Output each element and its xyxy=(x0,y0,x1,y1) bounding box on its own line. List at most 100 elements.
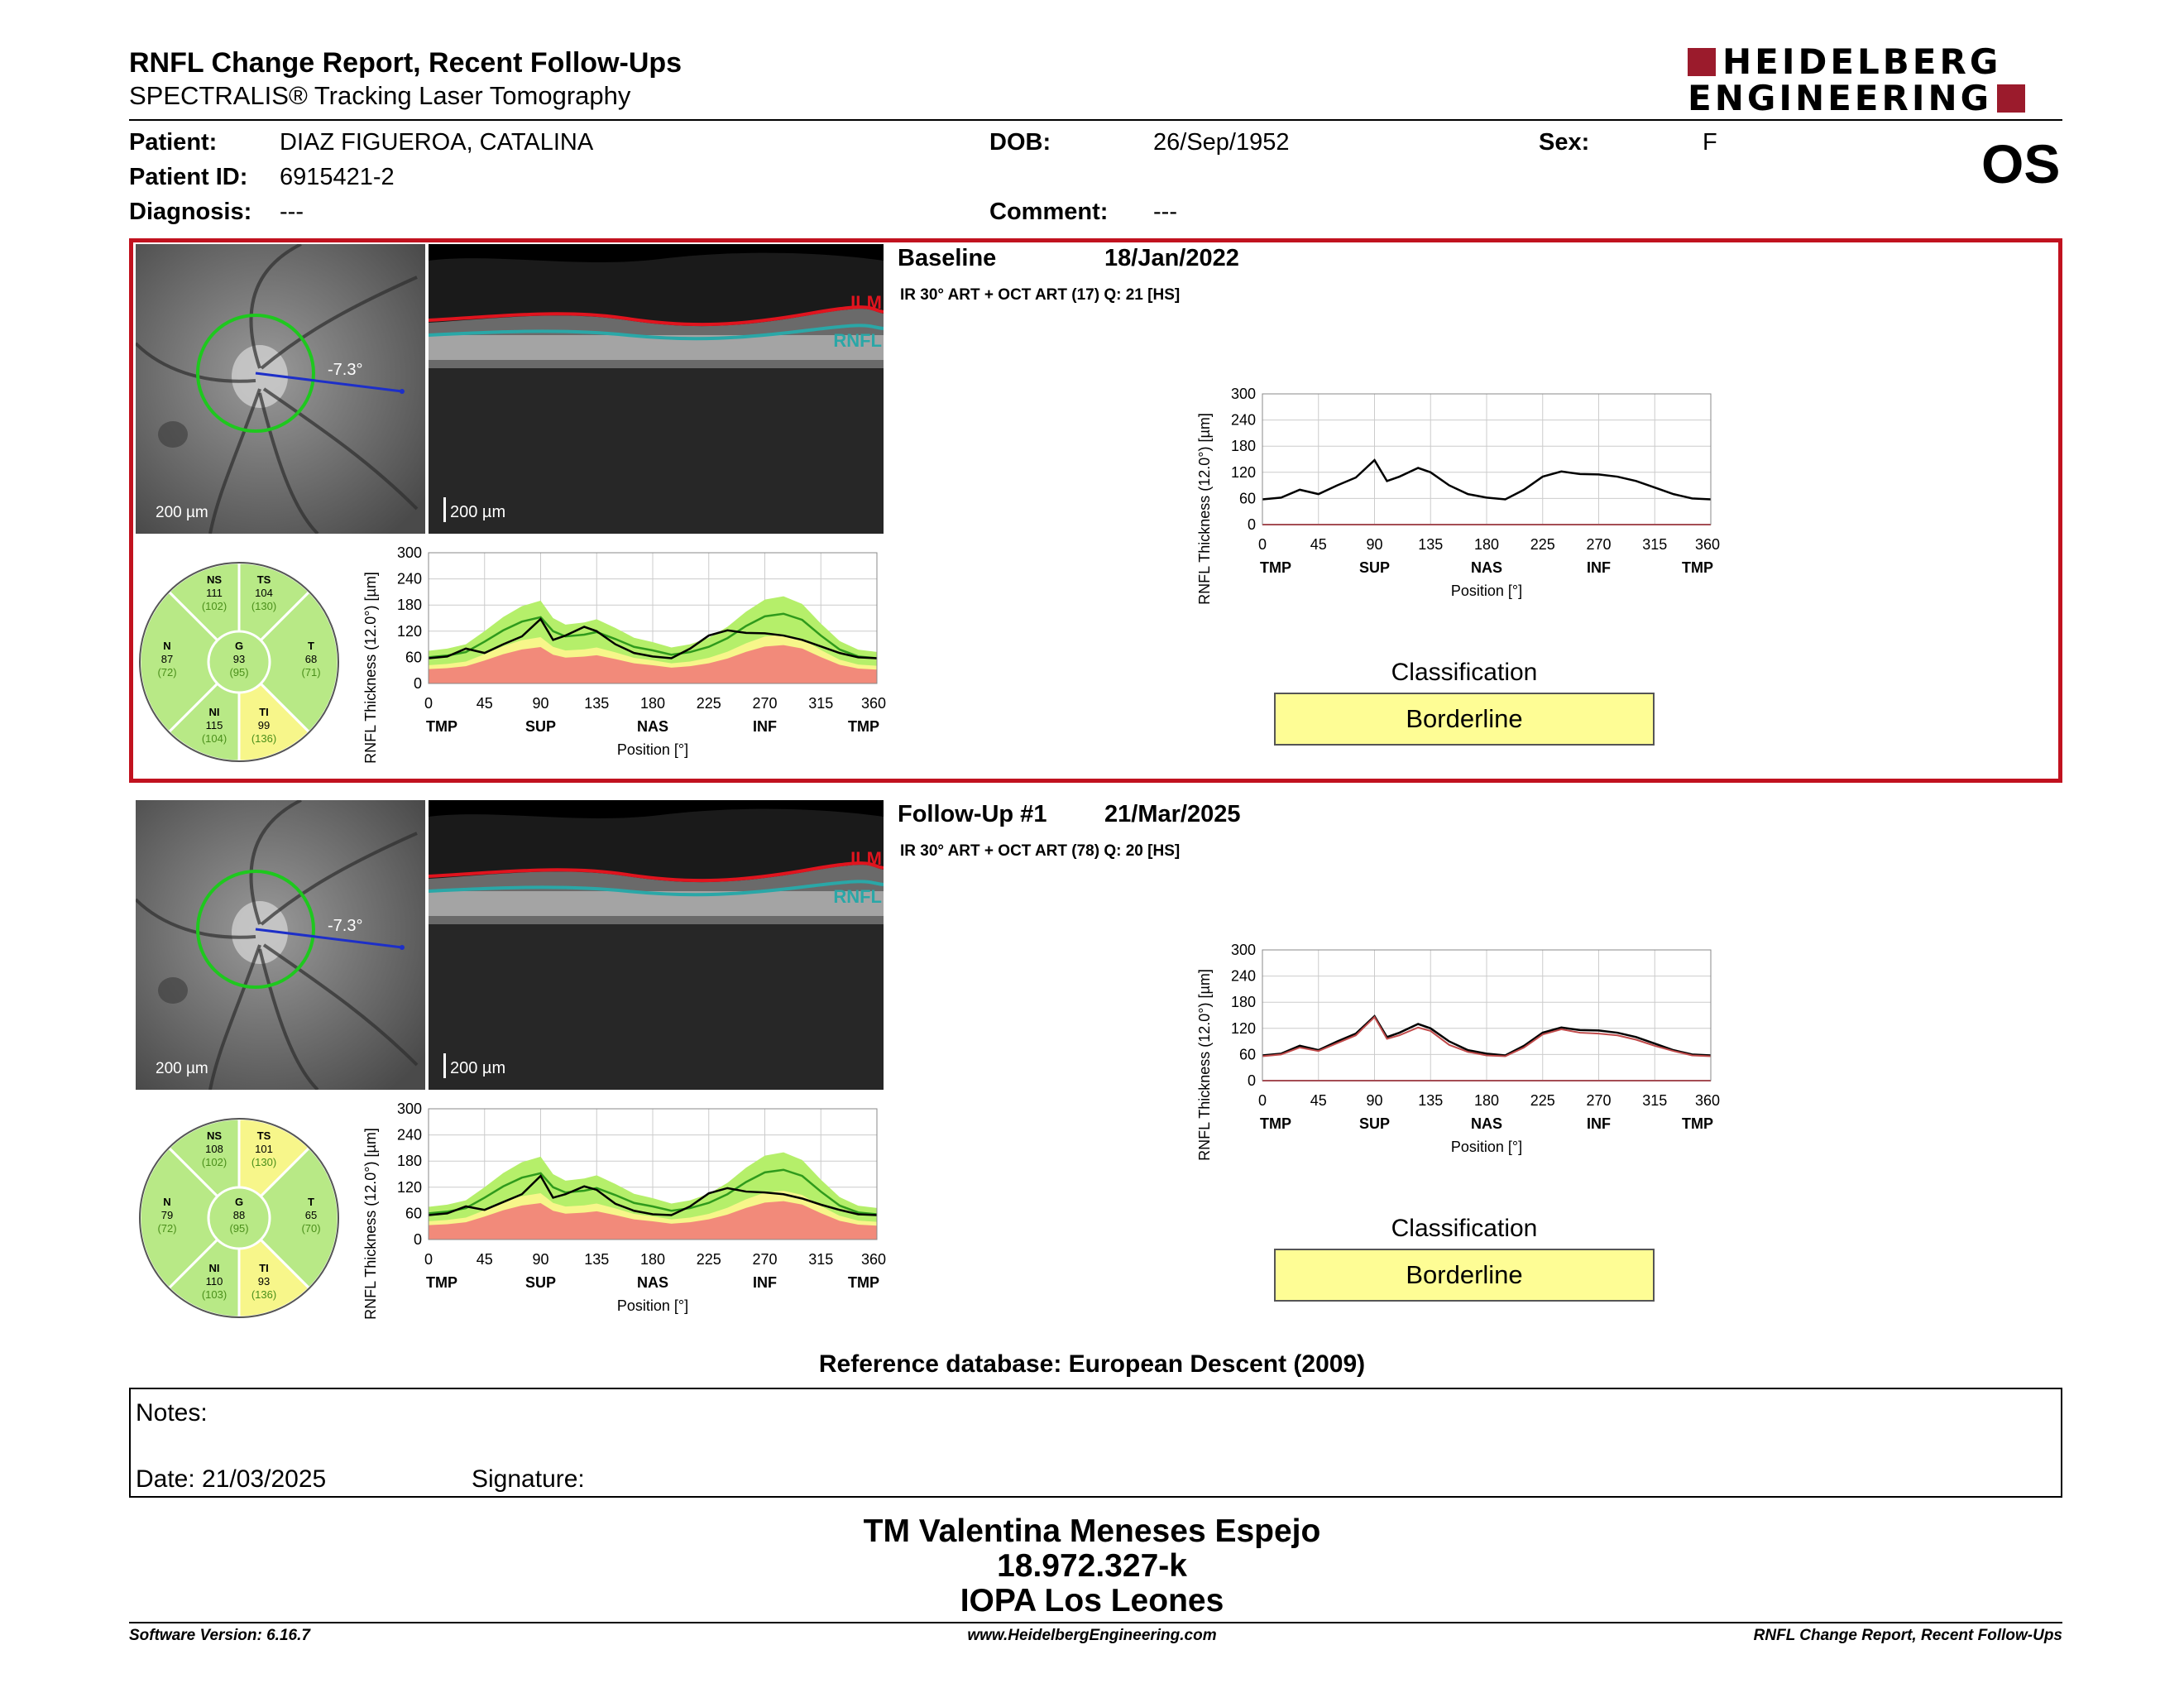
diagnosis-label: Diagnosis: xyxy=(129,199,252,225)
scan-angle-label: -7.3° xyxy=(328,361,362,379)
sector-value: 104 xyxy=(255,587,273,599)
x-tick-label: 225 xyxy=(697,1251,721,1268)
sector-g xyxy=(207,630,271,694)
x-tick-label: 360 xyxy=(1695,536,1720,553)
fundus-image: -7.3° 200 µm xyxy=(134,798,425,1091)
sector-reference: (130) xyxy=(251,1156,276,1168)
borderline-range-band xyxy=(429,1191,877,1227)
region-label: TMP xyxy=(1682,559,1713,576)
sector-name: TS xyxy=(257,573,271,586)
sector-thickness-circle: NS 111 (102) TS 104 (130) N 87 (72) G 93 (95) T 68 (71… xyxy=(136,559,342,765)
comment-value: --- xyxy=(1153,199,1177,225)
region-label: SUP xyxy=(525,1274,556,1291)
reference-mean-line xyxy=(428,612,878,659)
dob-value: 26/Sep/1952 xyxy=(1153,129,1290,156)
x-tick-label: 180 xyxy=(1474,1092,1499,1109)
x-tick-label: 45 xyxy=(477,695,493,712)
sector-reference: (130) xyxy=(251,600,276,612)
x-tick-label: 315 xyxy=(1642,1092,1667,1109)
sector-reference: (70) xyxy=(301,1222,320,1235)
signer-name: TM Valentina Meneses Espejo xyxy=(863,1513,1321,1549)
notes-box: Notes: Date: 21/03/2025 Signature: xyxy=(129,1388,2062,1498)
sector-reference: (72) xyxy=(157,1222,176,1235)
sector-value: 99 xyxy=(258,719,270,731)
footer-software-version: Software Version: 6.16.7 xyxy=(129,1627,310,1644)
sector-reference: (103) xyxy=(202,1288,227,1301)
x-tick-label: 45 xyxy=(1310,536,1327,553)
measured-thickness-line xyxy=(428,1174,878,1216)
rnfl-thickness-chart: 0 60 120 180 240 300 0 45 90 135 180 225 270 315 360 TM… xyxy=(357,1101,887,1340)
y-tick-label: 180 xyxy=(397,597,422,613)
reference-mean-line xyxy=(428,1168,878,1216)
region-label: TMP xyxy=(1260,559,1291,576)
sector-value: 79 xyxy=(161,1209,173,1221)
x-tick-label: 45 xyxy=(1310,1092,1327,1109)
x-tick-label: 0 xyxy=(1258,1092,1267,1109)
x-tick-label: 270 xyxy=(752,695,777,712)
x-tick-label: 0 xyxy=(1258,536,1267,553)
signer-institution: IOPA Los Leones xyxy=(960,1583,1224,1618)
sector-value: 87 xyxy=(161,653,173,665)
x-tick-label: 135 xyxy=(1418,536,1443,553)
x-tick-label: 135 xyxy=(1418,1092,1443,1109)
eye-indicator: OS xyxy=(1981,133,2061,194)
patient-name: DIAZ FIGUEROA, CATALINA xyxy=(280,129,594,156)
y-tick-label: 120 xyxy=(1231,1020,1256,1037)
x-tick-label: 0 xyxy=(424,695,433,712)
x-tick-label: 180 xyxy=(640,695,665,712)
notes-date: Date: 21/03/2025 xyxy=(136,1465,327,1493)
normal-range-band xyxy=(429,1152,877,1226)
sector-name: NS xyxy=(207,573,222,586)
region-label: INF xyxy=(1587,559,1611,576)
baseline-highlight-frame xyxy=(129,238,2062,783)
region-label: NAS xyxy=(1471,559,1502,576)
baseline-thickness-line xyxy=(1262,1014,1712,1057)
y-tick-label: 300 xyxy=(1231,386,1256,402)
x-tick-label: 315 xyxy=(1642,536,1667,553)
oct-bscan-image: ILM RNFL 200 µm xyxy=(428,800,884,1090)
baseline-thickness-line xyxy=(1262,458,1712,501)
region-label: TMP xyxy=(1260,1115,1291,1132)
patient-label: Patient: xyxy=(129,129,218,156)
diagnosis-value: --- xyxy=(280,199,304,225)
y-tick-label: 0 xyxy=(1248,516,1256,533)
region-label: NAS xyxy=(637,718,668,735)
y-tick-label: 60 xyxy=(405,1205,422,1221)
x-tick-label: 0 xyxy=(424,1251,433,1268)
ilm-label: ILM xyxy=(850,848,882,869)
scan-angle-label: -7.3° xyxy=(328,917,362,935)
company-logo: HEIDELBERG ENGINEERING xyxy=(1688,45,2068,116)
y-tick-label: 60 xyxy=(1239,1046,1256,1062)
region-label: INF xyxy=(753,718,777,735)
exam-acquisition-info: IR 30° ART + OCT ART (17) Q: 21 [HS] xyxy=(900,286,1181,304)
y-tick-label: 120 xyxy=(397,1179,422,1196)
x-tick-label: 360 xyxy=(1695,1092,1720,1109)
y-tick-label: 180 xyxy=(1231,438,1256,454)
region-label: TMP xyxy=(848,1274,879,1291)
sector-reference: (102) xyxy=(202,600,227,612)
x-tick-label: 135 xyxy=(584,695,609,712)
exam-label: Follow-Up #1 xyxy=(898,801,1047,827)
x-tick-label: 90 xyxy=(1366,1092,1382,1109)
x-tick-label: 180 xyxy=(1474,536,1499,553)
sector-name: N xyxy=(163,640,170,652)
classification-title: Classification xyxy=(1391,1215,1538,1242)
signer-id: 18.972.327-k xyxy=(997,1548,1187,1584)
outside-normal-band xyxy=(429,645,877,683)
x-tick-label: 225 xyxy=(697,695,721,712)
patient-id-label: Patient ID: xyxy=(129,164,248,190)
sector-name: T xyxy=(308,1196,314,1208)
sector-thickness-circle: NS 108 (102) TS 101 (130) N 79 (72) G 88 (95) T 65 (70… xyxy=(136,1115,342,1321)
sector-name: TI xyxy=(259,1262,269,1274)
y-tick-label: 0 xyxy=(414,675,422,692)
sector-value: 93 xyxy=(258,1275,270,1288)
report-subtitle: SPECTRALIS® Tracking Laser Tomography xyxy=(129,81,631,110)
y-tick-label: 240 xyxy=(1231,968,1256,985)
exam-acquisition-info: IR 30° ART + OCT ART (78) Q: 20 [HS] xyxy=(900,842,1181,860)
reference-database: Reference database: European Descent (20… xyxy=(818,1350,1366,1378)
y-tick-label: 240 xyxy=(1231,412,1256,429)
sector-value: 101 xyxy=(255,1143,273,1155)
sector-reference: (71) xyxy=(301,666,320,679)
normal-range-band xyxy=(429,596,877,670)
y-tick-label: 0 xyxy=(1248,1072,1256,1089)
